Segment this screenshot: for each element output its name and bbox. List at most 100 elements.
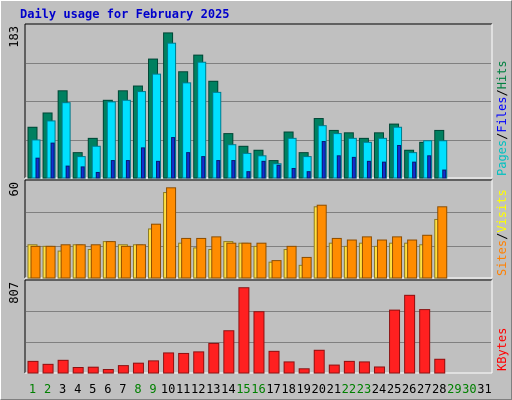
bar-pages-day-6 — [110, 160, 115, 179]
legend-hits: Hits — [495, 60, 509, 89]
bar-sites-day-17 — [271, 260, 282, 279]
bar-pages-day-21 — [336, 155, 341, 179]
day-label-23: 23 — [357, 382, 371, 396]
day-label-21: 21 — [327, 382, 341, 396]
bar-sites-day-21 — [331, 237, 342, 279]
bar-pages-day-16 — [261, 160, 266, 179]
bar-pages-day-28 — [442, 169, 447, 179]
day-label-7: 7 — [119, 382, 126, 396]
bar-pages-day-4 — [80, 166, 85, 179]
bar-sites-day-19 — [301, 256, 312, 279]
bar-kbytes-day-17 — [268, 350, 280, 374]
bar-pages-day-13 — [216, 160, 221, 179]
day-label-18: 18 — [281, 382, 295, 396]
bar-sites-day-6 — [105, 241, 116, 279]
bar-sites-day-18 — [286, 245, 297, 279]
day-label-16: 16 — [251, 382, 265, 396]
bar-kbytes-day-9 — [148, 360, 160, 374]
bar-pages-day-2 — [50, 142, 55, 179]
bar-pages-day-14 — [231, 160, 236, 179]
day-label-24: 24 — [372, 382, 386, 396]
bar-pages-day-10 — [171, 137, 176, 179]
bar-kbytes-day-14 — [223, 330, 235, 374]
bar-pages-day-22 — [351, 156, 356, 179]
bar-sites-day-5 — [90, 244, 101, 279]
bar-sites-day-8 — [135, 244, 146, 279]
bar-kbytes-day-7 — [117, 365, 129, 374]
ymax-label-middle: 60 — [7, 182, 21, 196]
bar-pages-day-19 — [306, 171, 311, 179]
bar-pages-day-20 — [321, 141, 326, 179]
day-label-26: 26 — [402, 382, 416, 396]
day-label-25: 25 — [387, 382, 401, 396]
day-label-1: 1 — [29, 382, 36, 396]
bar-kbytes-day-10 — [163, 352, 175, 374]
bar-sites-day-11 — [181, 237, 192, 279]
chart-title: Daily usage for February 2025 — [20, 7, 230, 21]
legend-visits: Visits — [495, 189, 509, 232]
bar-kbytes-day-28 — [434, 358, 446, 374]
bar-pages-day-24 — [381, 161, 386, 179]
legend-kbytes: KBytes — [495, 328, 509, 371]
bar-kbytes-day-25 — [389, 309, 401, 374]
bar-sites-day-10 — [166, 187, 177, 279]
bar-kbytes-day-12 — [193, 351, 205, 374]
bar-pages-day-18 — [291, 167, 296, 179]
bar-sites-day-28 — [437, 206, 448, 279]
bar-kbytes-day-15 — [238, 287, 250, 374]
legend-sites: Sites — [495, 240, 509, 276]
day-label-27: 27 — [417, 382, 431, 396]
bar-pages-day-5 — [95, 171, 100, 179]
bar-pages-day-26 — [412, 161, 417, 179]
legend-separator: / — [495, 133, 509, 140]
bar-kbytes-day-22 — [343, 360, 355, 374]
right-legend-bottom: KBytes — [495, 328, 509, 371]
bar-kbytes-day-3 — [57, 359, 69, 374]
bar-pages-day-9 — [156, 160, 161, 179]
day-label-2: 2 — [44, 382, 51, 396]
day-label-3: 3 — [59, 382, 66, 396]
bar-pages-day-3 — [65, 165, 70, 179]
day-label-12: 12 — [191, 382, 205, 396]
legend-files: Files — [495, 97, 509, 133]
day-label-20: 20 — [312, 382, 326, 396]
ymax-label-bottom: 807 — [7, 282, 21, 304]
bar-sites-day-25 — [392, 236, 403, 279]
bar-kbytes-day-26 — [404, 294, 416, 374]
legend-pages: Pages — [495, 140, 509, 176]
bar-pages-day-12 — [201, 156, 206, 179]
bar-pages-day-8 — [140, 147, 145, 179]
bar-sites-day-22 — [346, 239, 357, 279]
bar-kbytes-day-4 — [72, 367, 84, 374]
bar-kbytes-day-19 — [298, 368, 310, 374]
bar-kbytes-day-5 — [87, 366, 99, 374]
day-label-14: 14 — [221, 382, 235, 396]
legend-separator: / — [495, 233, 509, 240]
bar-kbytes-day-27 — [419, 309, 431, 374]
day-label-8: 8 — [134, 382, 141, 396]
day-label-15: 15 — [236, 382, 250, 396]
bar-pages-day-7 — [125, 160, 130, 179]
bar-sites-day-3 — [60, 244, 71, 279]
bar-kbytes-day-8 — [132, 362, 144, 374]
day-label-17: 17 — [266, 382, 280, 396]
bar-kbytes-day-2 — [42, 363, 54, 374]
bar-sites-day-16 — [256, 242, 267, 279]
legend-separator: / — [495, 89, 509, 96]
bar-kbytes-day-23 — [358, 361, 370, 374]
bar-pages-day-17 — [276, 164, 281, 179]
day-label-31: 31 — [477, 382, 491, 396]
bar-sites-day-23 — [361, 236, 372, 279]
bar-kbytes-day-16 — [253, 311, 265, 374]
day-label-28: 28 — [432, 382, 446, 396]
bar-kbytes-day-18 — [283, 361, 295, 374]
right-legend-top: Pages/Files/Hits — [495, 60, 509, 176]
bar-kbytes-day-13 — [208, 342, 220, 374]
bar-kbytes-day-6 — [102, 369, 114, 374]
bar-kbytes-day-11 — [178, 352, 190, 374]
day-label-5: 5 — [89, 382, 96, 396]
bar-sites-day-13 — [211, 236, 222, 279]
bar-sites-day-24 — [376, 239, 387, 279]
bar-sites-day-20 — [316, 204, 327, 279]
